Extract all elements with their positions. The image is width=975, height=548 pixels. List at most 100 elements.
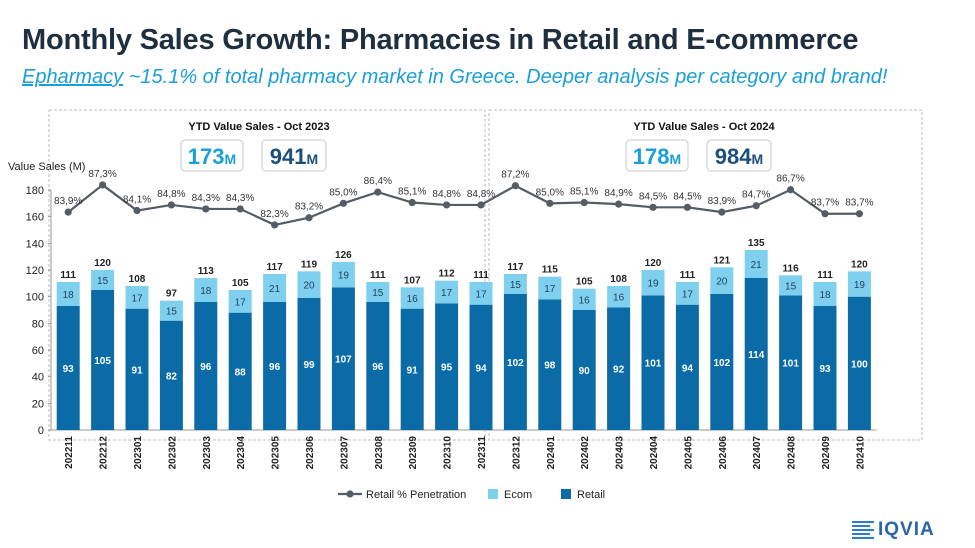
x-tick-label: 202305	[271, 436, 282, 470]
x-tick-label: 202311	[477, 436, 488, 469]
subtitle-highlight[interactable]: Epharmacy	[22, 66, 124, 88]
x-tick-label: 202309	[408, 436, 419, 470]
retail-bar	[813, 306, 837, 430]
ecom-value-label: 19	[338, 271, 350, 282]
panel-title: YTD Value Sales - Oct 2024	[633, 121, 775, 133]
x-tick-label: 202407	[752, 436, 763, 470]
ecom-value-label: 16	[407, 294, 419, 305]
ecom-value-label: 16	[613, 293, 625, 304]
ecom-bar	[641, 270, 665, 296]
ecom-bar	[125, 286, 149, 309]
x-tick-label: 202211	[64, 436, 75, 469]
x-tick-label: 202312	[511, 436, 522, 470]
retail-bar	[675, 304, 699, 430]
penetration-label: 83,7%	[811, 198, 839, 209]
ecom-value-label: 18	[63, 290, 75, 301]
ecom-total-value: 178M	[633, 144, 681, 169]
total-value-label: 120	[645, 258, 662, 269]
penetration-label: 85,1%	[570, 187, 598, 198]
y-tick-label: 20	[32, 398, 44, 410]
ecom-bar	[847, 271, 871, 297]
retail-value-label: 82	[166, 371, 178, 382]
penetration-label: 87,3%	[88, 169, 116, 180]
penetration-label: 83,9%	[708, 196, 736, 207]
ecom-value-label: 17	[235, 297, 247, 308]
x-tick-label: 202306	[305, 436, 316, 470]
retail-bar	[710, 294, 734, 430]
ecom-bar	[297, 271, 321, 298]
y-tick-label: 60	[32, 345, 44, 357]
penetration-point	[649, 203, 657, 211]
penetration-label: 82,3%	[260, 209, 288, 220]
retail-value-label: 94	[682, 363, 694, 374]
ecom-bar	[228, 290, 252, 313]
penetration-point	[408, 198, 416, 207]
penetration-label: 84,3%	[226, 193, 254, 204]
ecom-bar	[159, 300, 183, 321]
retail-value-label: 100	[851, 359, 868, 370]
total-value-label: 120	[94, 258, 111, 269]
ecom-value-label: 17	[682, 289, 694, 300]
y-axis-label: Value Sales (M)	[8, 161, 85, 173]
ecom-value-label: 17	[544, 284, 556, 295]
penetration-label: 84,8%	[432, 189, 460, 200]
subtitle-text: ~15.1% of total pharmacy market in Greec…	[123, 66, 888, 88]
iqvia-logo: IQVIA	[852, 518, 935, 542]
x-tick-label: 202302	[167, 436, 178, 470]
legend-label-retail: Retail	[577, 489, 605, 501]
penetration-point	[615, 200, 623, 208]
total-value-label: 111	[60, 270, 76, 281]
ecom-value-label: 18	[819, 290, 831, 301]
retail-total-box	[706, 139, 772, 172]
penetration-line	[67, 183, 860, 227]
penetration-label: 87,2%	[501, 170, 529, 181]
total-value-label: 121	[713, 255, 730, 266]
total-value-label: 117	[267, 262, 284, 273]
retail-value-label: 114	[748, 350, 765, 361]
ecom-bar	[435, 280, 459, 304]
retail-value-label: 96	[372, 362, 384, 373]
penetration-label: 83,2%	[295, 202, 323, 213]
x-tick-label: 202408	[787, 436, 798, 470]
y-tick-label: 0	[38, 425, 44, 437]
penetration-label: 84,5%	[673, 191, 701, 202]
page-title: Monthly Sales Growth: Pharmacies in Reta…	[22, 24, 859, 56]
total-value-label: 97	[166, 289, 178, 300]
ecom-value-label: 15	[372, 288, 384, 299]
total-value-label: 112	[439, 269, 456, 280]
retail-bar	[400, 308, 424, 430]
x-tick-label: 202409	[821, 436, 832, 470]
ecom-value-label: 15	[510, 280, 522, 291]
legend-ecom-swatch	[488, 489, 498, 499]
ecom-bar	[91, 270, 115, 290]
panel-frame-2023	[48, 109, 486, 441]
total-value-label: 111	[817, 270, 833, 281]
y-tick-label: 80	[32, 318, 44, 330]
ecom-bar	[572, 288, 596, 310]
penetration-point	[683, 203, 692, 211]
total-value-label: 113	[198, 266, 215, 277]
x-tick-label: 202403	[615, 436, 626, 470]
retail-value-label: 95	[441, 363, 453, 374]
penetration-point	[374, 188, 382, 196]
x-tick-label: 202308	[374, 436, 385, 470]
retail-total-value: 984M	[715, 144, 763, 169]
penetration-point	[271, 221, 279, 229]
penetration-point	[99, 181, 107, 189]
penetration-point	[202, 205, 210, 213]
ecom-bar	[675, 282, 699, 305]
ecom-bar	[503, 274, 527, 294]
total-value-label: 107	[404, 275, 421, 286]
total-value-label: 108	[129, 274, 146, 285]
penetration-label: 84,1%	[123, 195, 151, 206]
penetration-point	[167, 201, 175, 209]
ecom-value-label: 19	[854, 280, 866, 291]
retail-bar	[744, 278, 768, 430]
total-value-label: 105	[576, 277, 593, 288]
retail-value-label: 99	[303, 360, 315, 371]
retail-value-label: 107	[335, 355, 352, 366]
page-subtitle: Epharmacy ~15.1% of total pharmacy marke…	[22, 66, 887, 89]
retail-bar	[297, 298, 321, 430]
x-tick-label: 202410	[855, 436, 866, 470]
